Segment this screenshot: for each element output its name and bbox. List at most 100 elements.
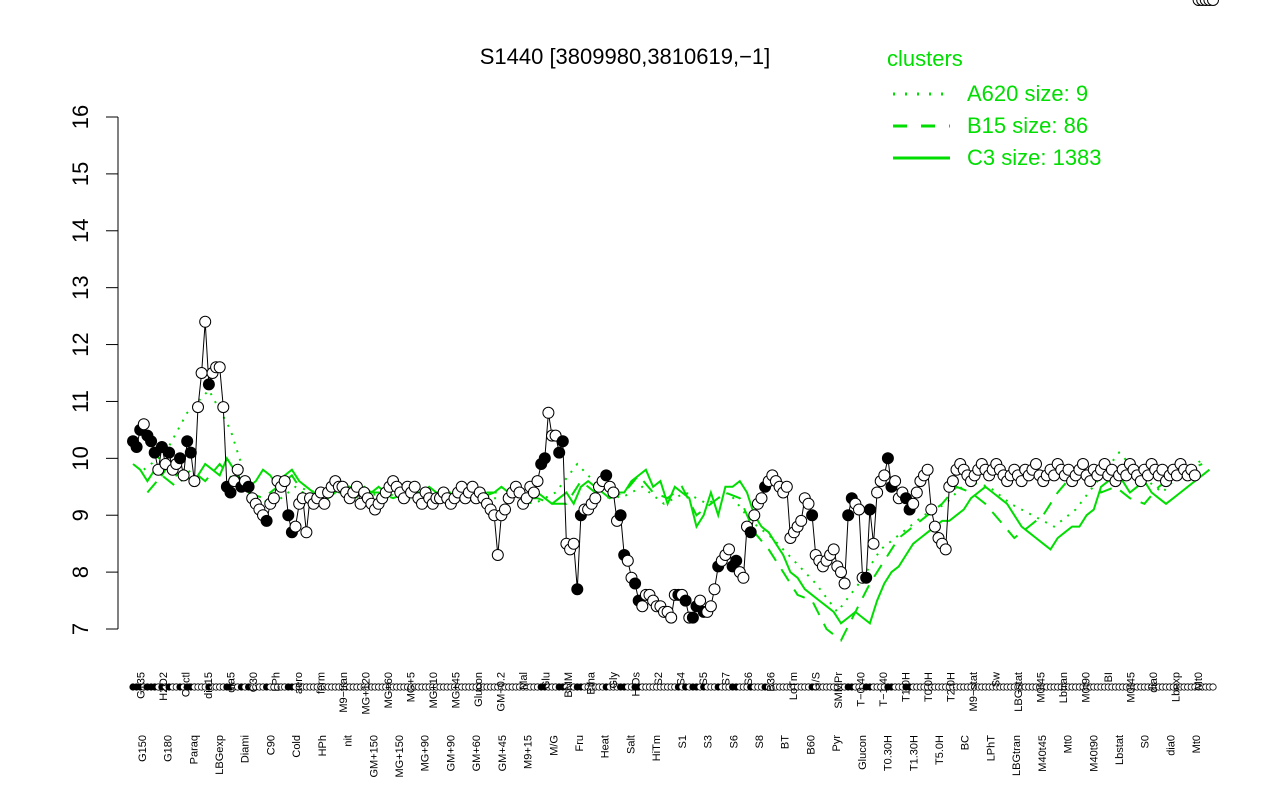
x-tick-label-top: Glu <box>540 672 552 689</box>
data-point <box>867 537 880 550</box>
data-point <box>910 486 923 499</box>
y-tick-label: 8 <box>68 566 93 578</box>
x-tick-label-bottom: Glucon <box>857 735 869 770</box>
x-tick-label-top: Etha <box>585 671 597 695</box>
data-point <box>174 452 186 465</box>
data-point <box>188 475 201 488</box>
data-point <box>842 509 855 522</box>
data-point <box>946 475 959 488</box>
x-tick-label-top: Sw <box>990 672 1002 687</box>
data-point <box>730 554 743 567</box>
x-tick-label-top: C30 <box>248 672 260 692</box>
x-tick-label-bottom: Pyr <box>831 735 843 752</box>
data-point <box>408 480 421 493</box>
data-point <box>202 378 215 391</box>
data-point <box>780 480 793 493</box>
data-point <box>300 526 313 539</box>
x-tick-label-bottom: Paraq <box>188 735 200 764</box>
data-point <box>278 475 291 488</box>
x-tick-label-bottom: MG+150 <box>394 735 406 778</box>
data-point <box>213 361 226 374</box>
x-tick-label-top: S6 <box>743 672 755 685</box>
data-point <box>694 594 707 607</box>
data-point <box>921 463 934 476</box>
data-point <box>491 549 504 561</box>
x-tick-label-bottom: BC <box>960 735 972 750</box>
x-tick-label-bottom: M40t90 <box>1088 735 1100 772</box>
x-tick-label-top: M9−stat <box>968 672 980 711</box>
data-point <box>748 509 761 522</box>
data-point <box>806 509 819 522</box>
x-tick-label-bottom: LPhT <box>985 735 997 762</box>
data-point <box>614 509 627 522</box>
data-point <box>939 543 952 556</box>
data-point <box>224 486 237 499</box>
x-tick-label-top: MG+10 <box>428 672 440 708</box>
data-point <box>499 503 511 516</box>
legend: clusters A620 size: 9 B15 size: 86 C3 si… <box>887 46 1102 170</box>
data-point <box>538 452 551 465</box>
x-tick-label-top: S2 <box>653 672 665 685</box>
x-tick-label-top: M0t45 <box>1035 672 1047 703</box>
data-point <box>744 526 757 539</box>
x-tick-label-bottom: MG+90 <box>420 735 432 771</box>
x-tick-label-top: S5 <box>698 672 710 685</box>
x-tick-label-top: MG+60 <box>383 672 395 708</box>
data-point <box>282 509 295 522</box>
x-tick-label-top: T0.0H <box>923 672 935 702</box>
data-point <box>145 435 158 448</box>
data-point <box>827 543 840 556</box>
x-tick-label-top: SMMPr <box>833 672 845 709</box>
x-tick-label-top: G/S <box>810 672 822 691</box>
chart-title: S1440 [3809980,3810619,−1] <box>480 44 771 69</box>
x-tick-label-bottom: GM+60 <box>471 735 483 771</box>
y-tick-label: 7 <box>68 623 93 635</box>
x-tick-label-top: S7 <box>720 672 732 685</box>
data-point <box>737 571 750 584</box>
data-point <box>289 520 302 533</box>
x-tick-label-top: LoTm <box>788 672 800 700</box>
data-point <box>567 537 580 550</box>
x-tick-label-bottom: LBGtran <box>1011 735 1023 776</box>
y-tick-label: 9 <box>68 509 93 521</box>
data-point <box>665 611 678 624</box>
data-point <box>527 486 540 499</box>
data-point <box>708 583 721 596</box>
y-tick-label: 15 <box>68 162 93 186</box>
x-tick-label-bottom: GM+90 <box>445 735 457 771</box>
x-tick-label-bottom: M9+15 <box>523 735 535 769</box>
legend-entry-b15: B15 size: 86 <box>967 113 1088 138</box>
x-tick-label-top: Glucon <box>473 672 485 707</box>
data-point <box>177 469 190 482</box>
data-point <box>231 463 244 476</box>
x-tick-label-top: BMM <box>563 672 575 698</box>
x-tick-label-bottom: B60 <box>805 735 817 755</box>
data-point <box>242 480 255 493</box>
x-tick-label-top: M0t90 <box>1080 672 1092 703</box>
data-point <box>542 406 555 419</box>
data-point <box>889 475 902 488</box>
x-tick-label-top: Mt0 <box>1193 672 1205 690</box>
x-tick-label-bottom: T1.30H <box>908 735 920 771</box>
data-point <box>163 446 176 459</box>
x-tick-label-bottom: Heat <box>600 735 612 758</box>
data-point <box>130 441 143 453</box>
data-point <box>907 497 920 510</box>
data-point <box>1030 458 1042 470</box>
data-point <box>629 577 642 590</box>
y-tick-label: 12 <box>68 332 93 356</box>
legend-entry-c3: C3 size: 1383 <box>967 145 1102 170</box>
x-tick-label-bottom: GM+150 <box>368 735 380 778</box>
x-tick-label-top: M9−tran <box>338 672 350 713</box>
x-tick-label-bottom: Fru <box>574 735 586 752</box>
x-tick-label-bottom: HPh <box>317 735 329 756</box>
data-point <box>318 497 331 510</box>
data-point <box>802 497 815 510</box>
x-tick-label-bottom: T0.30H <box>883 735 895 771</box>
data-point <box>137 418 150 431</box>
x-tick-label-bottom: M40t45 <box>1037 735 1049 772</box>
y-tick-label: 14 <box>68 219 93 243</box>
data-point <box>686 611 699 624</box>
x-tick-label-top: G135 <box>135 672 147 699</box>
